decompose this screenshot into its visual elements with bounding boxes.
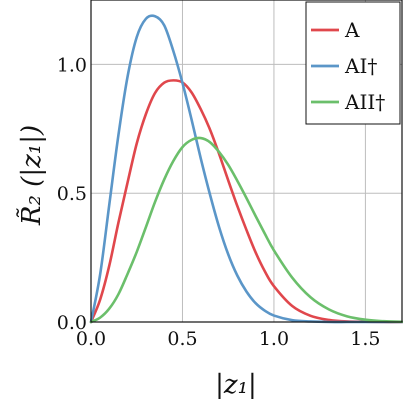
legend-label: AII† (344, 90, 385, 114)
legend-box (305, 1, 401, 125)
legend-label: A (344, 18, 360, 42)
y-tick-label: 0.0 (57, 312, 87, 334)
x-tick-label: 0.5 (167, 328, 197, 350)
y-tick-label: 0.5 (57, 183, 87, 205)
x-tick-label: 1.0 (259, 328, 289, 350)
y-tick-label: 1.0 (57, 54, 87, 76)
y-tick-labels: 0.0 0.5 1.0 (57, 54, 87, 334)
series-line-0 (89, 79, 403, 324)
legend-label: AI† (344, 54, 377, 78)
x-tick-label: 0.0 (76, 328, 106, 350)
x-tick-label: 1.5 (350, 328, 380, 350)
x-tick-labels: 0.0 0.5 1.0 1.5 (76, 328, 381, 350)
x-axis-label: |z₁| (215, 370, 257, 400)
series-line-2 (89, 136, 403, 324)
legend: A AI† AII† (305, 1, 401, 125)
y-axis-label: R̃₂ (|z₁|) (16, 125, 47, 226)
plot-frame (90, 0, 403, 323)
